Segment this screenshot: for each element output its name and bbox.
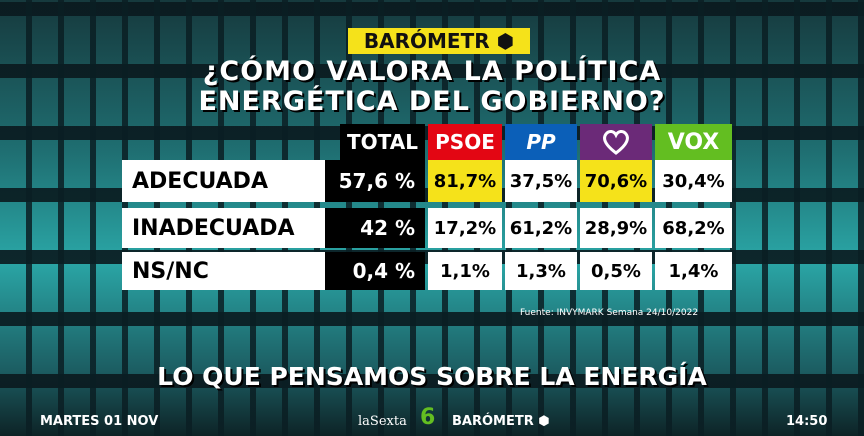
cell: 70,6% bbox=[580, 160, 652, 202]
cell: 61,2% bbox=[505, 208, 577, 248]
header-vox: VOX bbox=[655, 124, 732, 160]
header-podemos bbox=[580, 124, 652, 160]
header-pp: PP bbox=[505, 124, 577, 160]
cell: 1,3% bbox=[505, 252, 577, 290]
cell: 81,7% bbox=[428, 160, 502, 202]
cell: 42 % bbox=[325, 208, 425, 248]
cell: 57,6 % bbox=[325, 160, 425, 202]
badge: BARÓMETR ⬢ bbox=[348, 28, 530, 54]
row-label: NS/NC bbox=[122, 252, 325, 290]
cell: 37,5% bbox=[505, 160, 577, 202]
cell: 28,9% bbox=[580, 208, 652, 248]
cell: 68,2% bbox=[655, 208, 732, 248]
program-text: BARÓMETR bbox=[452, 414, 534, 429]
header-total: TOTAL bbox=[340, 124, 425, 160]
date: MARTES 01 NOV bbox=[40, 414, 159, 429]
channel: laSexta bbox=[358, 414, 407, 429]
ticker: LO QUE PENSAMOS SOBRE LA ENERGÍA bbox=[157, 362, 707, 391]
source: Fuente: INVYMARK Semana 24/10/2022 bbox=[520, 308, 699, 318]
title-line: ¿CÓMO VALORA LA POLÍTICA bbox=[202, 56, 662, 87]
channel-logo: 6 bbox=[420, 405, 436, 430]
row-label: INADECUADA bbox=[122, 208, 325, 248]
program: BARÓMETR ⬢ bbox=[452, 414, 550, 429]
row-label: ADECUADA bbox=[122, 160, 325, 202]
cell: 0,5% bbox=[580, 252, 652, 290]
cell: 1,1% bbox=[428, 252, 502, 290]
cell: 17,2% bbox=[428, 208, 502, 248]
badge-text: BARÓMETR bbox=[363, 29, 490, 53]
cell: 30,4% bbox=[655, 160, 732, 202]
time: 14:50 bbox=[786, 414, 828, 429]
title-line: ENERGÉTICA DEL GOBIERNO? bbox=[198, 86, 666, 117]
heart-icon bbox=[603, 130, 629, 155]
cell: 0,4 % bbox=[325, 252, 425, 290]
cell: 1,4% bbox=[655, 252, 732, 290]
header-psoe: PSOE bbox=[428, 124, 502, 160]
